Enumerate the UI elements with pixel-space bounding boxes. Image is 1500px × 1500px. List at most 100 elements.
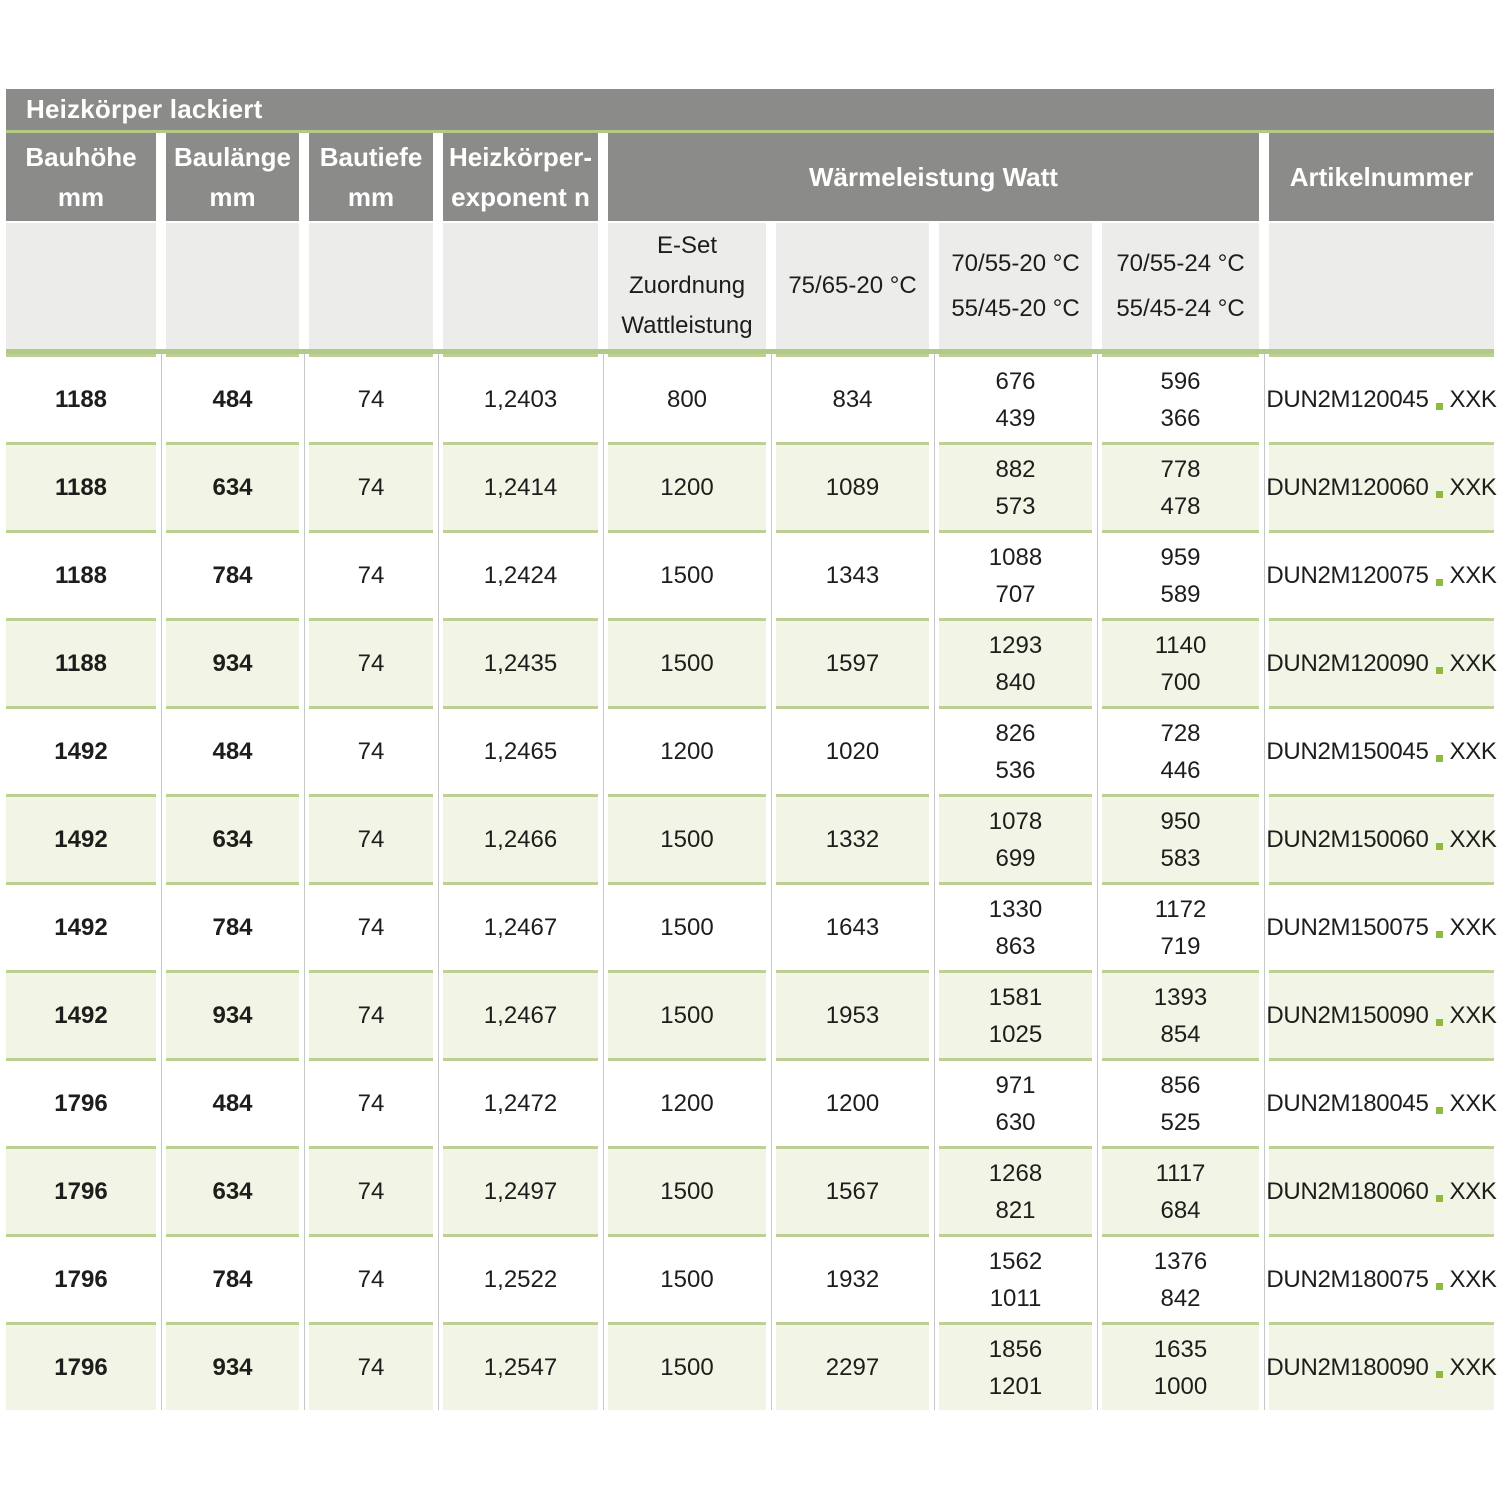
cell-eset_watt: 1200	[608, 706, 766, 794]
column-header-line: Artikelnummer	[1289, 162, 1474, 192]
cell-w_7565_20: 1953	[776, 970, 929, 1058]
cell-value-line: 478	[1160, 492, 1201, 520]
table-row: 1796 634 74 1,2497 1500 1567 1268 821 1117 684 DUN…	[6, 1146, 1497, 1234]
cell-bauhoehe: 1188	[6, 354, 156, 442]
artikel-code: DUN2M180090	[1266, 1353, 1429, 1381]
cell-value-line: 719	[1160, 932, 1201, 960]
artikel-suffix: XXK	[1449, 825, 1497, 853]
subheader-row: E-Set Zuordnung Wattleistung 75/65-20 °C 70/…	[6, 223, 1494, 349]
title-divider-line	[6, 130, 1494, 133]
cell-w_7055_20: 676 439	[939, 354, 1092, 442]
cell-value-line: 1856	[988, 1335, 1043, 1363]
cell-value-line: 596	[1160, 367, 1201, 395]
table-row: 1188 484 74 1,2403 800 834 676 439 596 366 DUN2M12…	[6, 354, 1497, 442]
cell-bautiefe: 74	[309, 618, 433, 706]
cell-w_7565_20: 1200	[776, 1058, 929, 1146]
cell-w_7055_20: 1078 699	[939, 794, 1092, 882]
cell-baulaenge: 634	[166, 794, 299, 882]
cell-exponent_n: 1,2547	[443, 1322, 598, 1410]
cell-w_7055_24: 959 589	[1102, 530, 1259, 618]
cell-bautiefe: 74	[309, 530, 433, 618]
column-divider-line	[303, 354, 305, 1410]
artikel-code: DUN2M180045	[1266, 1089, 1429, 1117]
cell-value-line: 1201	[988, 1372, 1043, 1400]
artikel-code: DUN2M120090	[1266, 649, 1429, 677]
cell-w_7055_24: 1172 719	[1102, 882, 1259, 970]
cell-bauhoehe: 1188	[6, 618, 156, 706]
cell-w_7565_20: 834	[776, 354, 929, 442]
column-divider-line	[770, 354, 772, 1410]
cell-baulaenge: 934	[166, 1322, 299, 1410]
cell-value-line: 1000	[1153, 1372, 1208, 1400]
column-header-line: Bauhöhe	[25, 142, 137, 172]
artikel-suffix: XXK	[1449, 1001, 1497, 1029]
cell-artikelnummer: DUN2M120075 XXK	[1266, 530, 1497, 618]
cell-value-line: 1088	[988, 543, 1043, 571]
cell-value-line: 536	[995, 756, 1036, 784]
cell-w_7055_20: 882 573	[939, 442, 1092, 530]
green-dot-separator	[1435, 931, 1443, 938]
cell-value-line: 589	[1160, 580, 1201, 608]
cell-bautiefe: 74	[309, 1234, 433, 1322]
artikel-suffix: XXK	[1449, 1353, 1497, 1381]
cell-value-line: 821	[995, 1196, 1036, 1224]
column-divider-line	[160, 354, 162, 1410]
cell-value-line: 684	[1160, 1196, 1201, 1224]
sub-header-artikelnummer	[1269, 223, 1494, 349]
cell-value-line: 1581	[988, 983, 1043, 1011]
cell-w_7055_24: 778 478	[1102, 442, 1259, 530]
cell-value-line: 439	[995, 404, 1036, 432]
cell-value-line: 882	[995, 455, 1036, 483]
cell-value-line: 1268	[988, 1159, 1043, 1187]
table-row: 1492 634 74 1,2466 1500 1332 1078 699 950 583 DUN2…	[6, 794, 1497, 882]
sub-header-w7565_20: 75/65-20 °C	[776, 223, 929, 349]
cell-baulaenge: 784	[166, 1234, 299, 1322]
table-row: 1492 934 74 1,2467 1500 1953 1581 1025 1393 854 DU…	[6, 970, 1497, 1058]
sub-header-baulaenge	[166, 223, 299, 349]
cell-w_7565_20: 1089	[776, 442, 929, 530]
cell-eset_watt: 1200	[608, 1058, 766, 1146]
cell-eset_watt: 1500	[608, 1146, 766, 1234]
artikel-suffix: XXK	[1449, 561, 1497, 589]
cell-bautiefe: 74	[309, 1146, 433, 1234]
artikel-suffix: XXK	[1449, 649, 1497, 677]
column-header-line: Bautiefe	[319, 142, 423, 172]
cell-exponent_n: 1,2466	[443, 794, 598, 882]
cell-w_7055_24: 1635 1000	[1102, 1322, 1259, 1410]
table-row: 1796 484 74 1,2472 1200 1200 971 630 856 525 DUN2M…	[6, 1058, 1497, 1146]
cell-value-line: 676	[995, 367, 1036, 395]
column-header-bauhoehe: Bauhöhe mm	[6, 133, 156, 221]
green-dot-separator	[1435, 1107, 1443, 1114]
heizkoerper-spec-table: Heizkörper lackiert Bauhöhe mm Baulänge mm B…	[6, 89, 1497, 1410]
cell-w_7565_20: 1332	[776, 794, 929, 882]
cell-baulaenge: 484	[166, 354, 299, 442]
cell-eset_watt: 1500	[608, 794, 766, 882]
artikel-suffix: XXK	[1449, 1089, 1497, 1117]
sub-header-line: E-Set	[656, 232, 718, 259]
cell-w_7055_20: 1856 1201	[939, 1322, 1092, 1410]
table-row: 1796 784 74 1,2522 1500 1932 1562 1011 1376 842 DU…	[6, 1234, 1497, 1322]
sub-header-w7055_20: 70/55-20 °C 55/45-20 °C	[939, 223, 1092, 349]
artikel-code: DUN2M150045	[1266, 737, 1429, 765]
cell-value-line: 525	[1160, 1108, 1201, 1136]
cell-bauhoehe: 1492	[6, 970, 156, 1058]
sub-header-line: 70/55-20 °C	[951, 250, 1080, 277]
cell-w_7055_24: 950 583	[1102, 794, 1259, 882]
column-divider-line	[933, 354, 935, 1410]
cell-value-line: 699	[995, 844, 1036, 872]
table-row: 1492 484 74 1,2465 1200 1020 826 536 728 446 DUN2M…	[6, 706, 1497, 794]
artikel-code: DUN2M120060	[1266, 473, 1429, 501]
column-header-waermeleistung: Wärmeleistung Watt	[608, 133, 1259, 221]
cell-w_7055_20: 1330 863	[939, 882, 1092, 970]
column-header-line: Heizkörper-	[448, 142, 593, 172]
green-dot-separator	[1435, 1195, 1443, 1202]
cell-exponent_n: 1,2414	[443, 442, 598, 530]
artikel-suffix: XXK	[1449, 737, 1497, 765]
column-divider-line	[1263, 354, 1265, 1410]
artikel-suffix: XXK	[1449, 1265, 1497, 1293]
cell-w_7055_24: 1376 842	[1102, 1234, 1259, 1322]
column-header-line: Wärmeleistung Watt	[809, 162, 1058, 192]
cell-bauhoehe: 1796	[6, 1146, 156, 1234]
cell-value-line: 959	[1160, 543, 1201, 571]
cell-value-line: 446	[1160, 756, 1201, 784]
